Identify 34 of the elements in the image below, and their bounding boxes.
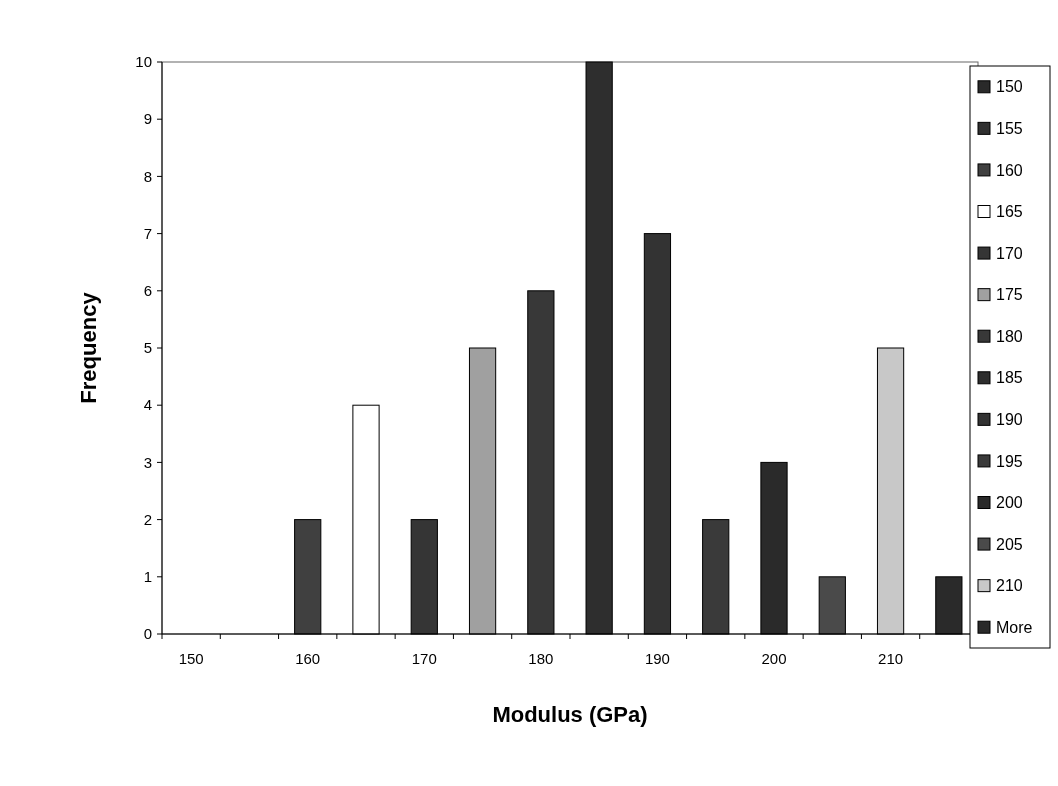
legend-label: 150 bbox=[996, 78, 1023, 96]
legend-label: 190 bbox=[996, 410, 1023, 428]
legend-label: 155 bbox=[996, 119, 1023, 137]
y-tick-label: 2 bbox=[143, 510, 152, 528]
legend-label: 180 bbox=[996, 327, 1023, 345]
legend-label: 185 bbox=[996, 369, 1023, 387]
x-tick-label: 170 bbox=[411, 650, 437, 667]
y-tick-label: 0 bbox=[143, 625, 152, 643]
y-tick-label: 1 bbox=[143, 568, 152, 586]
y-tick-label: 7 bbox=[143, 224, 152, 242]
legend-label: 165 bbox=[996, 203, 1023, 221]
legend-label: 170 bbox=[996, 244, 1023, 262]
x-tick-label: 200 bbox=[761, 650, 787, 667]
y-tick-label: 3 bbox=[143, 453, 152, 471]
y-axis-title: Frequency bbox=[76, 291, 101, 404]
x-tick-label: 150 bbox=[178, 650, 204, 667]
x-axis-title: Modulus (GPa) bbox=[492, 702, 648, 727]
y-tick-label: 9 bbox=[143, 110, 152, 128]
y-tick-label: 8 bbox=[143, 167, 152, 185]
legend-label: 175 bbox=[996, 286, 1023, 304]
legend-label: 205 bbox=[996, 535, 1023, 553]
legend-label: 210 bbox=[996, 577, 1023, 595]
legend-label: 200 bbox=[996, 494, 1023, 512]
legend-label: 160 bbox=[996, 161, 1023, 179]
legend-label: More bbox=[996, 618, 1033, 636]
y-tick-label: 6 bbox=[143, 282, 152, 300]
legend-label: 195 bbox=[996, 452, 1023, 470]
x-tick-label: 160 bbox=[295, 650, 321, 667]
y-tick-label: 4 bbox=[143, 396, 152, 414]
x-tick-label: 210 bbox=[878, 650, 904, 667]
x-tick-label: 190 bbox=[644, 650, 670, 667]
x-tick-label: 180 bbox=[528, 650, 554, 667]
y-tick-label: 5 bbox=[143, 339, 152, 357]
y-tick-label: 10 bbox=[135, 53, 152, 71]
